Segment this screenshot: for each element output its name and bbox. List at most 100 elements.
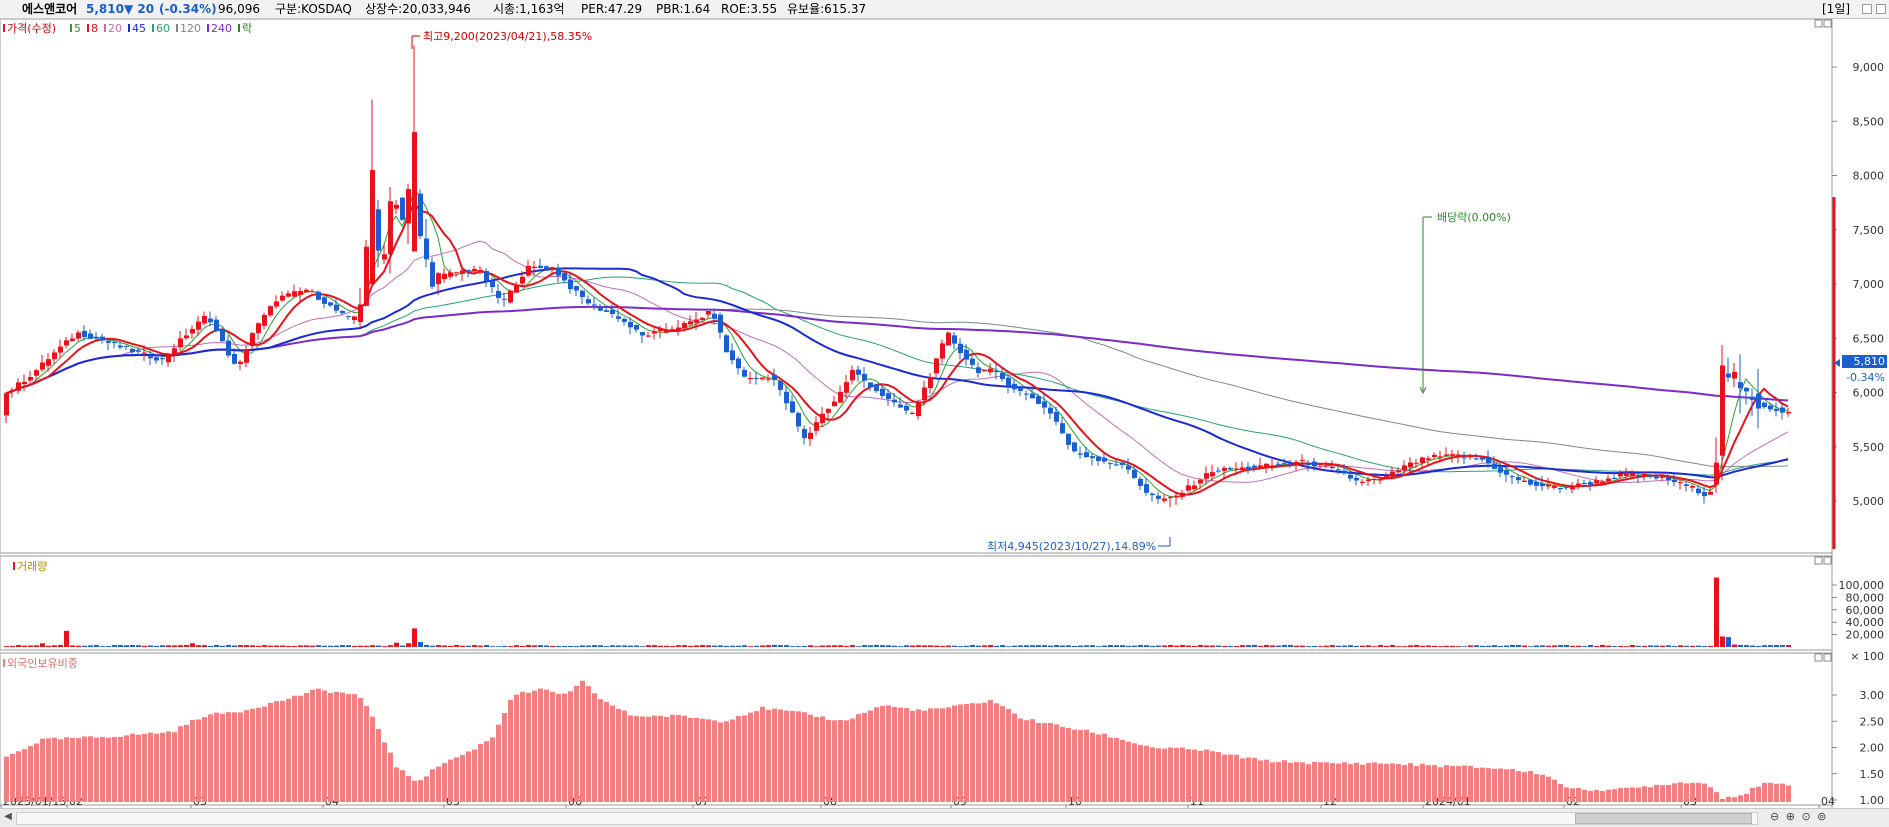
- foreign-bar: [502, 712, 507, 802]
- zoom-reset-icon[interactable]: ⊙: [1801, 810, 1811, 823]
- zoom-controls[interactable]: ⊖ ⊕ ⊙ ⊚: [1770, 810, 1885, 825]
- volume-bar: [1240, 645, 1245, 647]
- volume-bar: [58, 644, 63, 647]
- volume-bar: [322, 645, 327, 647]
- foreign-bar: [526, 692, 531, 802]
- foreign-bar: [1600, 791, 1605, 802]
- volume-bar: [418, 642, 423, 647]
- foreign-bar: [580, 680, 585, 802]
- candle-body: [964, 349, 969, 360]
- foreign-bar: [760, 706, 765, 802]
- volume-bar: [988, 644, 993, 647]
- candle-body: [196, 321, 201, 330]
- stock-chart[interactable]: 가격(수정) 5 8 20 45 60 120 240 락 거래량 외국인보유비중 5,000…: [0, 19, 1889, 808]
- volume-bar: [136, 645, 141, 647]
- foreign-bar: [484, 741, 489, 802]
- volume-bar: [1084, 645, 1089, 647]
- scroll-left-icon[interactable]: ◀: [4, 811, 12, 822]
- ma-legend-swatch-45: [128, 24, 130, 32]
- candle-body: [1612, 477, 1617, 479]
- scroll-thumb[interactable]: [1575, 813, 1752, 824]
- candle-body: [1516, 477, 1521, 481]
- candle-body: [334, 304, 339, 311]
- price-tick-label: 6,500: [1853, 332, 1885, 345]
- foreign-bar: [1138, 744, 1143, 802]
- volume-bar: [460, 645, 465, 647]
- candle-body: [106, 340, 111, 343]
- zoom-in-icon[interactable]: ⊕: [1785, 810, 1795, 823]
- foreign-bar: [1318, 762, 1323, 802]
- foreign-bar: [1060, 726, 1065, 802]
- candle-body: [70, 338, 75, 341]
- foreign-bar: [1660, 785, 1665, 802]
- volume-bar: [1648, 645, 1653, 647]
- period-button[interactable]: [1일]: [1822, 2, 1851, 16]
- foreign-bar: [1084, 729, 1089, 802]
- candle-body: [796, 412, 801, 427]
- candle-body: [1024, 393, 1029, 395]
- foreign-bar: [886, 705, 891, 802]
- foreign-bar: [682, 715, 687, 802]
- candle-body: [1528, 479, 1533, 485]
- scroll-bar[interactable]: ◀ ⊖ ⊕ ⊙ ⊚: [0, 808, 1889, 827]
- foreign-bar: [88, 736, 93, 802]
- volume-bar: [700, 645, 705, 647]
- candle-body: [862, 374, 867, 381]
- candle-body: [40, 362, 45, 370]
- foreign-bar: [1780, 783, 1785, 802]
- candle-body: [1600, 481, 1605, 484]
- candle-body: [1282, 463, 1287, 465]
- candle-body: [496, 291, 501, 298]
- volume-bar: [598, 645, 603, 647]
- foreign-bar: [424, 776, 429, 802]
- ma-line-240: [5, 305, 1789, 402]
- foreign-bar: [478, 743, 483, 802]
- volume-bar: [1354, 645, 1359, 647]
- foreign-bar: [58, 739, 63, 802]
- candle-body: [190, 329, 195, 334]
- panel-buttons[interactable]: [1814, 19, 1832, 662]
- foreign-bar: [784, 710, 789, 802]
- candle-body: [1720, 365, 1725, 456]
- volume-bar: [1078, 645, 1083, 647]
- market-type: 구분:KOSDAQ: [275, 2, 352, 16]
- candle-body: [1750, 396, 1755, 400]
- foreign-bar: [1402, 765, 1407, 802]
- stock-name[interactable]: 에스앤코어: [22, 2, 78, 16]
- volume-bar: [1408, 645, 1413, 647]
- volume-bar: [1474, 645, 1479, 647]
- volume-bar: [748, 646, 753, 647]
- ma-legend-swatch-5: [70, 24, 72, 32]
- price-tick-label: 9,000: [1853, 61, 1885, 74]
- foreign-bar: [1264, 759, 1269, 802]
- foreign-bar: [940, 708, 945, 802]
- foreign-bar: [1624, 787, 1629, 802]
- zoom-out-icon[interactable]: ⊖: [1770, 810, 1780, 823]
- volume-bar: [250, 645, 255, 647]
- foreign-bar: [628, 715, 633, 802]
- scroll-track[interactable]: [16, 812, 1758, 825]
- foreign-bar: [454, 757, 459, 802]
- volume-bar: [166, 645, 171, 647]
- volume-bar: [790, 646, 795, 647]
- foreign-bar: [1378, 763, 1383, 802]
- zoom-fit-icon[interactable]: ⊚: [1817, 810, 1827, 823]
- candle-body: [1690, 486, 1695, 488]
- candle-body: [64, 340, 69, 346]
- foreign-bar: [268, 702, 273, 802]
- candle-body: [814, 422, 819, 431]
- candle-body: [1096, 456, 1101, 461]
- foreign-legend: 외국인보유비중: [3, 657, 78, 670]
- candle-body: [982, 370, 987, 372]
- foreign-bar: [1168, 747, 1173, 802]
- dividend-annotation: 배당락(0.00%): [1419, 211, 1511, 395]
- volume-bar: [1330, 645, 1335, 647]
- volume-bar: [100, 646, 105, 647]
- volume-bar: [34, 645, 39, 647]
- foreign-bar: [898, 707, 903, 802]
- volume-bar: [1744, 645, 1749, 647]
- volume-bar: [244, 645, 249, 647]
- candle-body: [304, 289, 309, 293]
- volume-bar: [1264, 644, 1269, 647]
- candle-body: [1264, 463, 1269, 468]
